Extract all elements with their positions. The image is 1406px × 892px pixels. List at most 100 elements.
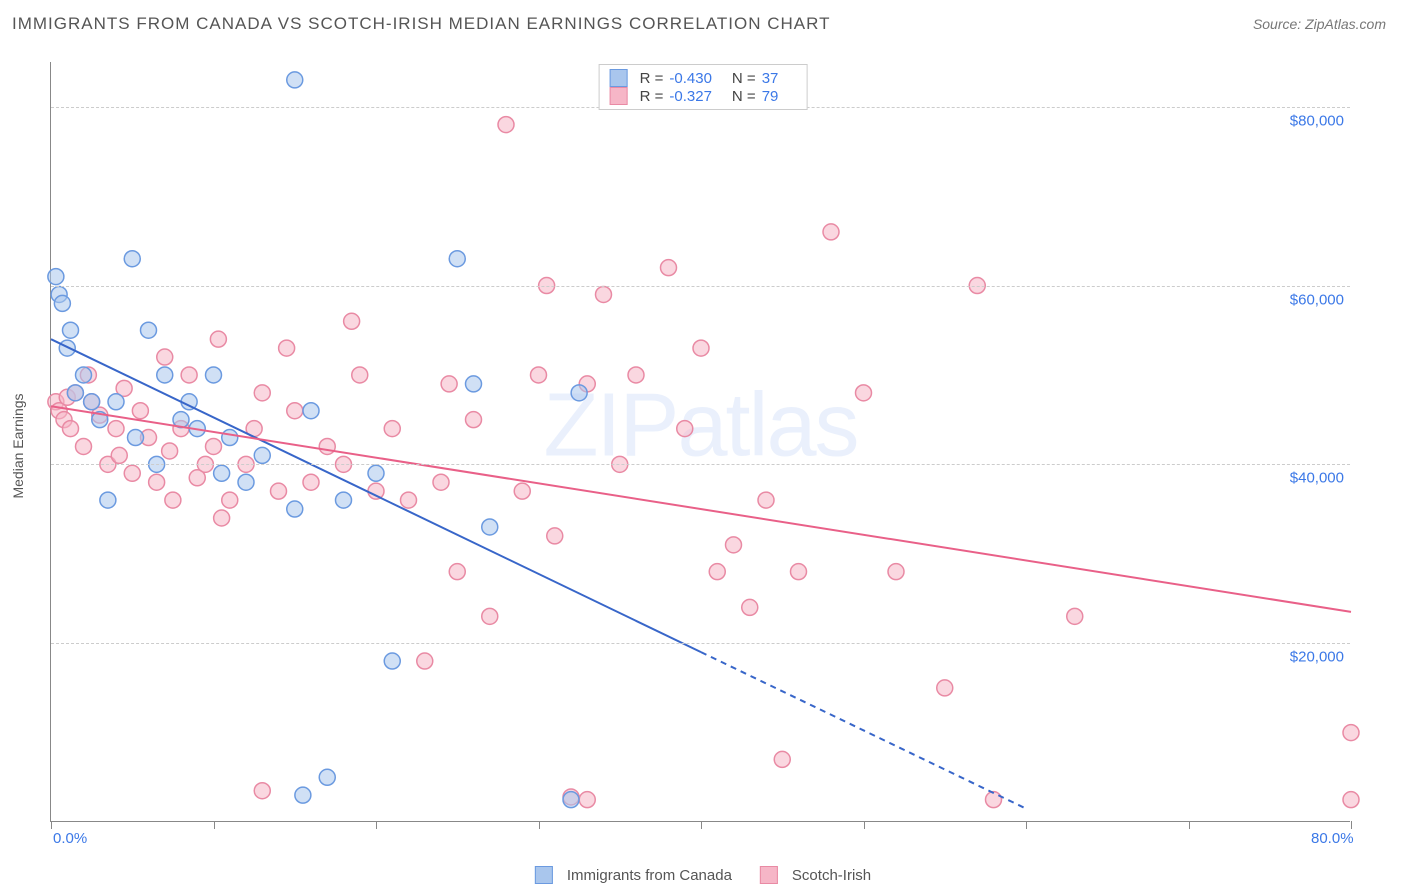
series-legend: Immigrants from Canada Scotch-Irish <box>525 864 881 886</box>
data-point <box>498 117 514 133</box>
data-point <box>449 251 465 267</box>
data-point <box>319 438 335 454</box>
data-point <box>482 608 498 624</box>
data-point <box>482 519 498 535</box>
y-tick-label: $60,000 <box>1290 291 1344 308</box>
data-point <box>238 474 254 490</box>
data-point <box>384 421 400 437</box>
data-point <box>466 376 482 392</box>
data-point <box>108 394 124 410</box>
legend-r-label-2: R = <box>640 88 664 105</box>
data-point <box>111 447 127 463</box>
data-point <box>295 787 311 803</box>
legend-r-value-2: -0.327 <box>669 88 712 105</box>
series-legend-item-1: Immigrants from Canada <box>535 866 732 884</box>
data-point <box>157 367 173 383</box>
data-point <box>547 528 563 544</box>
data-point <box>124 251 140 267</box>
series-legend-label-2: Scotch-Irish <box>792 867 871 884</box>
data-point <box>758 492 774 508</box>
y-tick-label: $80,000 <box>1290 112 1344 129</box>
legend-n-value-2: 79 <box>762 88 779 105</box>
data-point <box>254 783 270 799</box>
data-point <box>661 260 677 276</box>
x-tick <box>864 821 865 829</box>
data-point <box>596 286 612 302</box>
data-point <box>206 438 222 454</box>
data-point <box>279 340 295 356</box>
data-point <box>206 367 222 383</box>
data-point <box>287 403 303 419</box>
data-point <box>149 474 165 490</box>
data-point <box>254 385 270 401</box>
data-point <box>181 367 197 383</box>
data-point <box>986 792 1002 808</box>
data-point <box>76 367 92 383</box>
data-point <box>401 492 417 508</box>
data-point <box>384 653 400 669</box>
data-point <box>84 394 100 410</box>
data-point <box>352 367 368 383</box>
data-point <box>1343 725 1359 741</box>
data-point <box>210 331 226 347</box>
data-point <box>774 751 790 767</box>
data-point <box>1067 608 1083 624</box>
plot-svg <box>51 62 1350 821</box>
chart-title: IMMIGRANTS FROM CANADA VS SCOTCH-IRISH M… <box>12 14 831 34</box>
data-point <box>888 564 904 580</box>
data-point <box>303 403 319 419</box>
data-point <box>1343 792 1359 808</box>
swatch-bottom-1 <box>535 866 553 884</box>
title-bar: IMMIGRANTS FROM CANADA VS SCOTCH-IRISH M… <box>0 0 1406 48</box>
data-point <box>165 492 181 508</box>
data-point <box>742 599 758 615</box>
data-point <box>157 349 173 365</box>
data-point <box>63 421 79 437</box>
x-tick <box>214 821 215 829</box>
data-point <box>141 322 157 338</box>
correlation-legend: R = -0.430 N = 37 R = -0.327 N = 79 <box>599 64 808 110</box>
data-point <box>254 447 270 463</box>
gridline <box>51 464 1350 465</box>
data-point <box>726 537 742 553</box>
data-point <box>677 421 693 437</box>
data-point <box>319 769 335 785</box>
data-point <box>449 564 465 580</box>
x-tick <box>1351 821 1352 829</box>
legend-n-label-2: N = <box>732 88 756 105</box>
y-tick-label: $20,000 <box>1290 649 1344 666</box>
data-point <box>222 430 238 446</box>
data-point <box>514 483 530 499</box>
x-tick <box>1189 821 1190 829</box>
data-point <box>222 492 238 508</box>
data-point <box>128 430 144 446</box>
data-point <box>214 510 230 526</box>
data-point <box>162 443 178 459</box>
data-point <box>563 792 579 808</box>
data-point <box>693 340 709 356</box>
legend-r-label-1: R = <box>640 70 664 87</box>
data-point <box>76 438 92 454</box>
data-point <box>336 492 352 508</box>
data-point <box>214 465 230 481</box>
data-point <box>417 653 433 669</box>
data-point <box>571 385 587 401</box>
data-point <box>344 313 360 329</box>
y-tick-label: $40,000 <box>1290 470 1344 487</box>
data-point <box>108 421 124 437</box>
legend-row-2: R = -0.327 N = 79 <box>610 87 793 105</box>
data-point <box>287 72 303 88</box>
data-point <box>628 367 644 383</box>
data-point <box>67 385 83 401</box>
plot-area: ZIPatlas $20,000$40,000$60,000$80,0000.0… <box>50 62 1350 822</box>
swatch-series-2 <box>610 87 628 105</box>
series-legend-label-1: Immigrants from Canada <box>567 867 732 884</box>
y-axis-title: Median Earnings <box>10 393 26 498</box>
data-point <box>54 295 70 311</box>
series-legend-item-2: Scotch-Irish <box>760 866 871 884</box>
gridline <box>51 643 1350 644</box>
data-point <box>303 474 319 490</box>
legend-n-label-1: N = <box>732 70 756 87</box>
data-point <box>287 501 303 517</box>
swatch-bottom-2 <box>760 866 778 884</box>
